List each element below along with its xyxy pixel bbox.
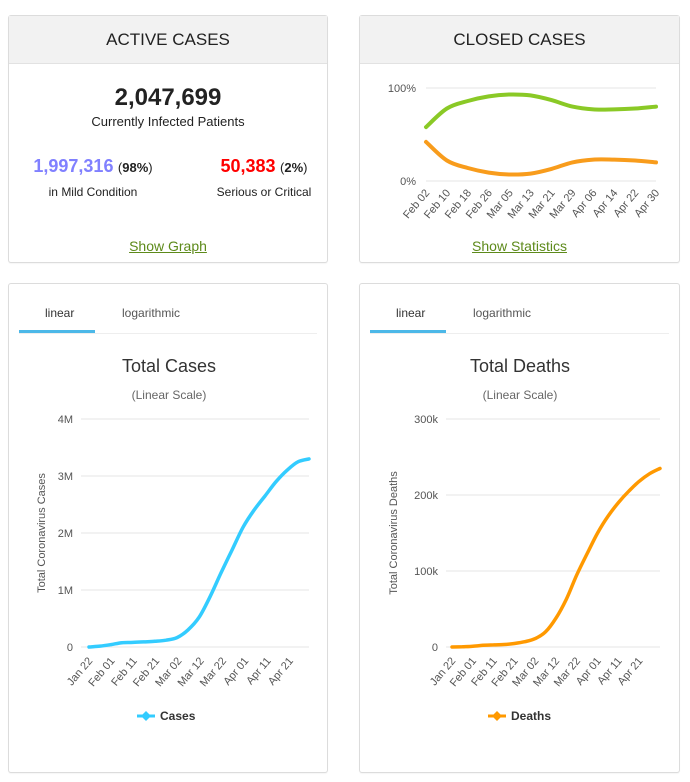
chart-subtitle: (Linear Scale) — [483, 388, 558, 402]
total-cases-panel: linear logarithmic Total Cases (Linear Sc… — [8, 283, 328, 773]
tab-logarithmic[interactable]: logarithmic — [473, 306, 532, 320]
y-tick-label: 4M — [58, 414, 73, 426]
y-tick-label: 100k — [414, 566, 438, 578]
series-line — [424, 139, 658, 177]
y-tick-label: 300k — [414, 414, 438, 426]
legend-label: Deaths — [511, 709, 551, 723]
mild-condition-value: 1,997,316 — [33, 156, 114, 176]
serious-condition-stat: 50,383 (2%) Serious or Critical — [199, 156, 329, 199]
cases-scale-tabs: linear logarithmic — [19, 298, 317, 334]
chart-title: Total Deaths — [470, 356, 570, 376]
chart-title: Total Cases — [122, 356, 216, 376]
mild-condition-label: in Mild Condition — [48, 185, 138, 199]
y-axis-title: Total Coronavirus Deaths — [388, 471, 400, 595]
y-tick-label: 200k — [414, 490, 438, 502]
serious-condition-label: Serious or Critical — [216, 185, 312, 199]
mild-condition-stat: 1,997,316 (98%) in Mild Condition — [23, 156, 163, 199]
x-tick-label: Apr 21 — [266, 655, 296, 688]
active-tab-indicator — [370, 330, 446, 333]
serious-condition-value: 50,383 — [220, 156, 276, 176]
tab-logarithmic[interactable]: logarithmic — [122, 306, 181, 320]
active-cases-caption: Currently Infected Patients — [91, 114, 245, 129]
serious-condition-percent: 2% — [284, 160, 304, 175]
show-statistics-link[interactable]: Show Statistics — [472, 238, 567, 254]
active-cases-panel: ACTIVE CASES 2,047,699 Currently Infecte… — [8, 15, 328, 263]
closed-cases-header: CLOSED CASES — [360, 16, 679, 64]
y-tick-label: 2M — [58, 528, 73, 540]
closed-cases-panel: CLOSED CASES 100% 0% Feb 02 Feb 10 Feb 18 Feb… — [359, 15, 680, 263]
tab-linear[interactable]: linear — [45, 306, 75, 320]
total-cases-chart: Total Cases (Linear Scale) 0 1M 2M 3M 4M Total … — [36, 356, 311, 723]
y-axis-title: Total Coronavirus Cases — [36, 473, 48, 593]
mild-condition-percent: 98% — [122, 160, 149, 175]
chart-subtitle: (Linear Scale) — [132, 388, 207, 402]
series-line — [87, 457, 311, 649]
active-cases-header: ACTIVE CASES — [9, 16, 327, 64]
legend-marker — [492, 711, 502, 721]
total-deaths-panel: linear logarithmic Total Deaths (Linear S… — [359, 283, 680, 773]
deaths-scale-tabs: linear logarithmic — [370, 298, 669, 334]
active-cases-total: 2,047,699 — [114, 84, 222, 111]
serious-condition-percent-wrap: (2%) — [280, 160, 308, 175]
y-tick-label: 0 — [67, 642, 73, 654]
tab-linear[interactable]: linear — [396, 306, 426, 320]
legend-label: Cases — [160, 709, 196, 723]
series-line — [424, 92, 658, 130]
show-graph-link[interactable]: Show Graph — [129, 238, 207, 254]
y-tick-label: 3M — [58, 471, 73, 483]
y-tick-label: 0% — [400, 176, 416, 188]
total-deaths-chart: Total Deaths (Linear Scale) 0 100k 200k 300k T… — [388, 356, 662, 723]
y-tick-label: 100% — [388, 83, 416, 95]
active-tab-indicator — [19, 330, 95, 333]
series-line — [450, 466, 662, 649]
y-tick-label: 0 — [432, 642, 438, 654]
legend-marker — [141, 711, 151, 721]
mild-condition-percent-wrap: (98%) — [117, 160, 153, 175]
y-tick-label: 1M — [58, 585, 73, 597]
